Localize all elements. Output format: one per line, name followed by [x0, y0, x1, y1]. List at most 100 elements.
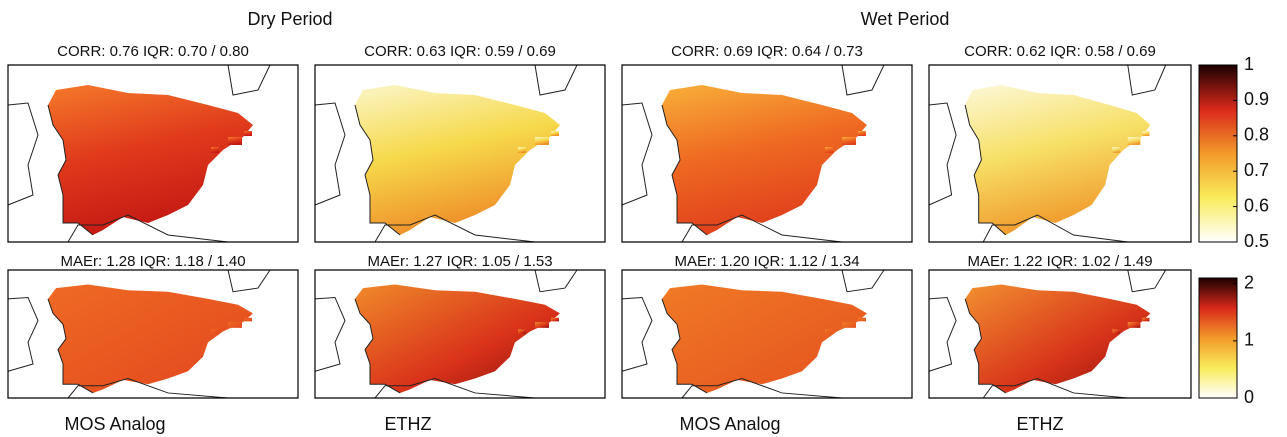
coastline	[965, 105, 1006, 235]
coastline	[375, 378, 535, 398]
coastline	[983, 378, 1128, 398]
column-label: ETHZ	[385, 414, 432, 434]
colorbar-tick-label: 0.8	[1244, 125, 1269, 145]
panel-title: CORR: 0.63 IQR: 0.59 / 0.69	[364, 43, 556, 60]
column-label: MOS Analog	[679, 414, 780, 434]
panel-title: CORR: 0.76 IQR: 0.70 / 0.80	[57, 43, 249, 60]
colorbar-tick-label: 0.7	[1244, 160, 1269, 180]
island	[535, 322, 549, 328]
coastline	[8, 297, 38, 371]
coastline	[682, 215, 842, 242]
land-field	[965, 284, 1151, 393]
map-panel	[622, 65, 912, 242]
map-frame	[8, 270, 298, 398]
map-panel	[929, 270, 1191, 398]
coastline	[983, 215, 1128, 242]
coastline	[535, 65, 577, 95]
coastline	[842, 65, 884, 95]
colorbar-tick-label: 0.9	[1244, 89, 1269, 109]
island	[244, 131, 252, 136]
colorbar-tick-label: 0	[1244, 387, 1254, 407]
island	[551, 131, 559, 136]
coastline	[355, 299, 400, 393]
land-field	[662, 284, 867, 393]
island	[858, 131, 866, 136]
coastline	[315, 297, 345, 371]
coastline	[929, 297, 956, 371]
island	[551, 317, 559, 322]
island	[211, 147, 219, 153]
island	[1127, 322, 1141, 328]
panel-title: CORR: 0.62 IQR: 0.58 / 0.69	[964, 43, 1156, 60]
island	[535, 137, 549, 145]
panel-title: MAEr: 1.28 IQR: 1.18 / 1.40	[60, 253, 245, 270]
island	[1127, 137, 1141, 145]
map-panel	[622, 270, 912, 398]
island	[228, 137, 242, 145]
coastline	[965, 299, 1006, 393]
map-frame	[622, 270, 912, 398]
map-panel	[8, 270, 298, 398]
island	[228, 322, 242, 328]
colorbar	[1198, 64, 1238, 243]
island	[825, 147, 833, 153]
coastline	[1128, 270, 1166, 292]
map-frame	[622, 65, 912, 242]
island	[842, 322, 856, 328]
island	[1142, 317, 1150, 322]
coastline	[8, 103, 38, 205]
coastline	[228, 65, 270, 95]
colorbar	[1198, 277, 1238, 399]
colorbar-tick-label: 1	[1244, 54, 1254, 74]
coastline	[355, 105, 400, 235]
coastline	[662, 105, 707, 235]
coastline	[375, 215, 535, 242]
coastline	[48, 105, 93, 235]
island	[842, 137, 856, 145]
map-panel	[315, 270, 605, 398]
panel-title: MAEr: 1.27 IQR: 1.05 / 1.53	[367, 253, 552, 270]
colorbar-tick-label: 0.5	[1244, 231, 1269, 251]
map-panel	[8, 65, 298, 242]
land-field	[965, 85, 1151, 235]
coastline	[228, 270, 270, 292]
map-frame	[315, 65, 605, 242]
coastline	[68, 215, 228, 242]
coastline	[682, 378, 842, 398]
land-field	[48, 85, 253, 235]
map-frame	[929, 65, 1191, 242]
coastline	[662, 299, 707, 393]
panel-title: CORR: 0.69 IQR: 0.64 / 0.73	[671, 43, 863, 60]
island	[1112, 329, 1120, 334]
column-label: ETHZ	[1017, 414, 1064, 434]
colorbar-tick-label: 0.6	[1244, 195, 1269, 215]
coastline	[1128, 65, 1166, 95]
map-frame	[929, 270, 1191, 398]
coastline	[68, 378, 228, 398]
island	[244, 317, 252, 322]
map-frame	[315, 270, 605, 398]
island	[211, 329, 219, 334]
coastline	[48, 299, 93, 393]
land-field	[355, 85, 560, 235]
coastline	[622, 103, 652, 205]
land-field	[48, 284, 253, 393]
coastline	[929, 103, 956, 205]
period-header: Wet Period	[861, 9, 950, 29]
land-field	[355, 284, 560, 393]
island	[858, 317, 866, 322]
island	[518, 329, 526, 334]
colorbar-tick-label: 2	[1244, 272, 1254, 292]
island	[1112, 147, 1120, 153]
coastline	[622, 297, 652, 371]
period-header: Dry Period	[247, 9, 332, 29]
island	[518, 147, 526, 153]
column-label: MOS Analog	[64, 414, 165, 434]
panel-title: MAEr: 1.22 IQR: 1.02 / 1.49	[967, 253, 1152, 270]
map-panel	[315, 65, 605, 242]
coastline	[842, 270, 884, 292]
island	[1142, 131, 1150, 136]
panel-title: MAEr: 1.20 IQR: 1.12 / 1.34	[674, 253, 859, 270]
island	[825, 329, 833, 334]
